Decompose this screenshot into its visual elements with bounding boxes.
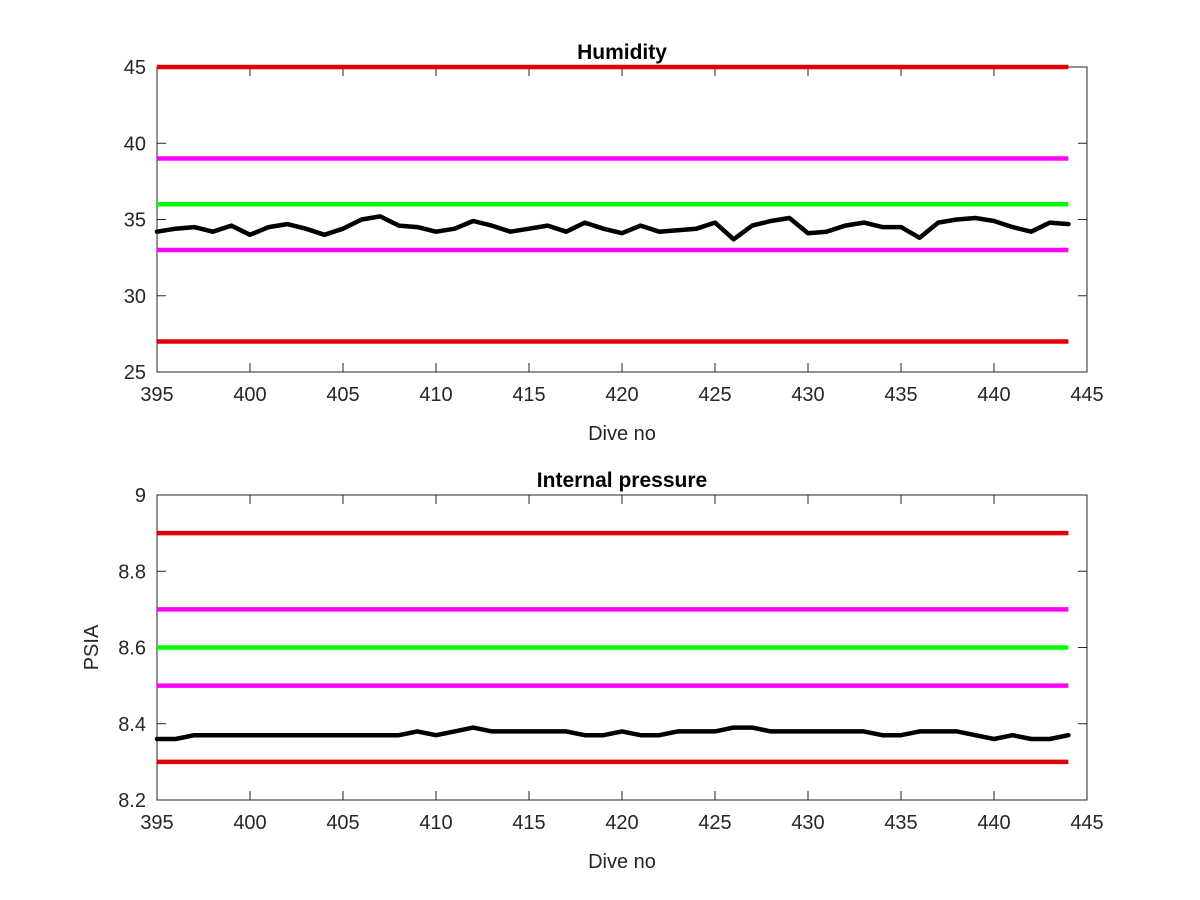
humidity-x-axis-label: Dive no xyxy=(588,423,656,445)
humidity-y-tick-label: 35 xyxy=(124,210,146,232)
humidity-series-line xyxy=(154,214,1071,242)
internal-pressure-x-tick-label: 400 xyxy=(233,812,266,834)
humidity-x-tick-label: 400 xyxy=(233,384,266,406)
internal-pressure-y-axis-label: PSIA xyxy=(81,624,103,670)
internal-pressure-title: Internal pressure xyxy=(537,469,707,492)
internal-pressure-x-tick-label: 430 xyxy=(791,812,824,834)
humidity-chart: 395 400 405 410 415 420 425 430 435 440 445 25 30 35 4… xyxy=(124,41,1104,445)
internal-pressure-x-tick-label: 420 xyxy=(605,812,638,834)
internal-pressure-x-tick-label: 415 xyxy=(512,812,545,834)
humidity-x-tick-label: 425 xyxy=(698,384,731,406)
humidity-x-tick-label: 395 xyxy=(140,384,173,406)
humidity-x-tick-label: 405 xyxy=(326,384,359,406)
internal-pressure-y-tick-label: 8.2 xyxy=(118,790,146,812)
internal-pressure-x-tick-label: 405 xyxy=(326,812,359,834)
humidity-x-tick-label: 430 xyxy=(791,384,824,406)
internal-pressure-series-line xyxy=(154,725,1071,742)
humidity-y-tick-label: 45 xyxy=(124,57,146,79)
humidity-y-tick-label: 25 xyxy=(124,362,146,384)
humidity-y-tick-label: 40 xyxy=(124,133,146,155)
internal-pressure-x-tick-label: 410 xyxy=(419,812,452,834)
humidity-x-tick-label: 420 xyxy=(605,384,638,406)
internal-pressure-chart: 395 400 405 410 415 420 425 430 435 440 445 8.2 8.4 8… xyxy=(81,469,1104,873)
humidity-x-tick-label: 410 xyxy=(419,384,452,406)
humidity-title: Humidity xyxy=(577,41,667,64)
internal-pressure-x-tick-label: 395 xyxy=(140,812,173,834)
humidity-x-tick-label: 415 xyxy=(512,384,545,406)
humidity-axes-box xyxy=(156,66,1088,373)
internal-pressure-y-tick-label: 9 xyxy=(135,485,146,507)
humidity-x-tick-label: 440 xyxy=(977,384,1010,406)
internal-pressure-x-tick-label: 445 xyxy=(1070,812,1103,834)
humidity-y-tick-label: 30 xyxy=(124,286,146,308)
internal-pressure-x-tick-label: 425 xyxy=(698,812,731,834)
humidity-x-tick-label: 445 xyxy=(1070,384,1103,406)
internal-pressure-y-tick-label: 8.4 xyxy=(118,714,146,736)
internal-pressure-y-tick-label: 8.8 xyxy=(118,561,146,583)
humidity-x-tick-label: 435 xyxy=(884,384,917,406)
internal-pressure-y-tick-label: 8.6 xyxy=(118,638,146,660)
internal-pressure-x-tick-label: 435 xyxy=(884,812,917,834)
internal-pressure-x-tick-label: 440 xyxy=(977,812,1010,834)
internal-pressure-x-axis-label: Dive no xyxy=(588,851,656,873)
